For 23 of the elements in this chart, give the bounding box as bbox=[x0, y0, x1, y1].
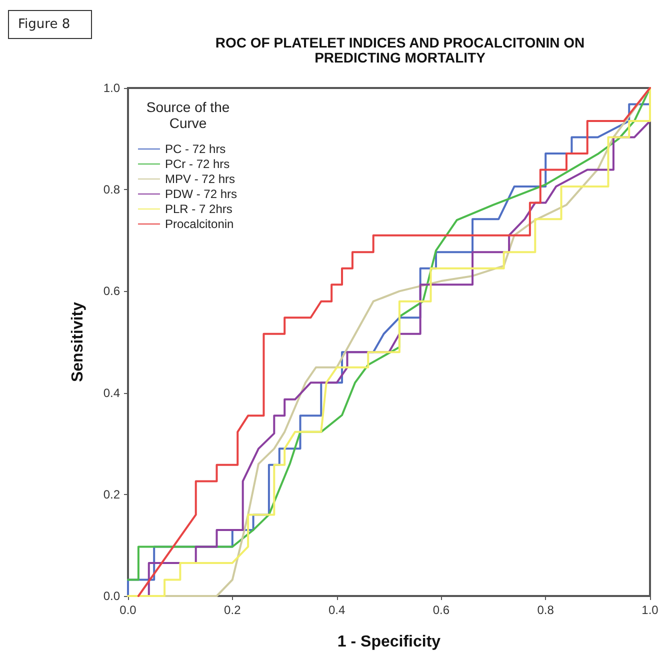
legend-label: Procalcitonin bbox=[165, 217, 234, 231]
caption: Figure 8 bbox=[18, 17, 70, 32]
x-tick-label: 0.4 bbox=[328, 603, 346, 617]
y-axis-title: Sensitivity bbox=[70, 302, 86, 382]
x-tick-label: 0.6 bbox=[432, 603, 450, 617]
legend-label: PDW - 72 hrs bbox=[165, 187, 238, 201]
y-tick-label: 0.2 bbox=[103, 487, 120, 502]
x-tick-label: 0.2 bbox=[224, 603, 242, 617]
x-tick-label: 1.0 bbox=[642, 603, 659, 617]
y-tick-label: 0.4 bbox=[103, 386, 120, 400]
legend-label: PCr - 72 hrs bbox=[165, 157, 230, 171]
y-tick-label: 1.0 bbox=[103, 81, 120, 95]
y-tick-label: 0.8 bbox=[103, 182, 120, 197]
chart-title: ROC OF PLATELET INDICES AND PROCALCITONIN ON PREDICTING MORTALITY bbox=[215, 34, 585, 66]
legend-label: PLR - 7 2hrs bbox=[165, 202, 232, 216]
y-tick-label: 0.0 bbox=[103, 589, 120, 603]
legend-label: PC - 72 hrs bbox=[165, 142, 226, 156]
x-tick-label: 0.8 bbox=[537, 603, 554, 617]
legend-label: MPV - 72 hrs bbox=[165, 172, 236, 186]
x-axis-title: 1 - Specificity bbox=[337, 634, 441, 650]
legend-title: Source of the Curve bbox=[146, 99, 230, 131]
y-tick-label: 0.6 bbox=[103, 284, 120, 298]
x-tick-label: 0.0 bbox=[120, 603, 137, 617]
